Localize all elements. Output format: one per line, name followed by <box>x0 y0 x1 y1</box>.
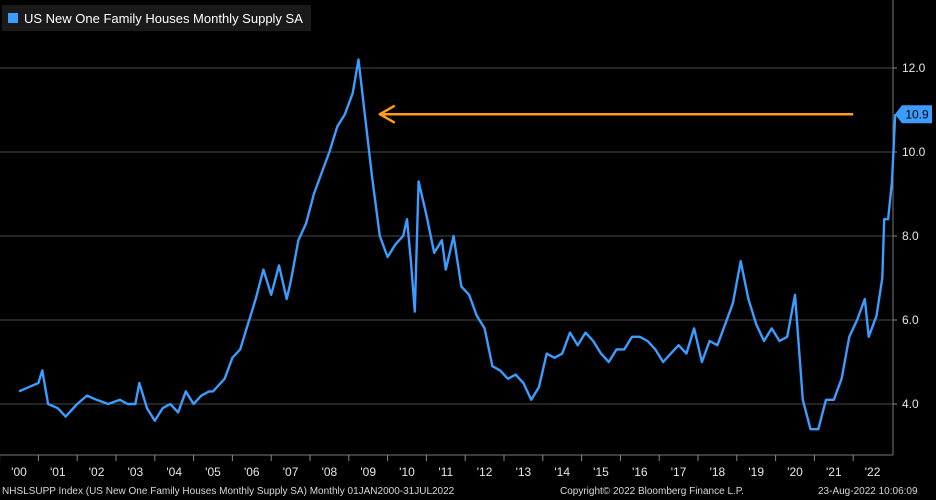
legend-label: US New One Family Houses Monthly Supply … <box>24 10 303 26</box>
x-axis: '00 '01 '02 '03 '04 '05 '06 '07 '08 '09 '10 '11 '12 '… <box>0 454 893 479</box>
gridlines <box>0 0 897 455</box>
y-tick-label: 8.0 <box>902 229 919 243</box>
x-tick-label: '14 <box>554 465 570 479</box>
x-tick-label: '20 <box>787 465 803 479</box>
x-tick-label: '07 <box>283 465 299 479</box>
x-tick-label: '21 <box>826 465 842 479</box>
x-tick-label: '05 <box>205 465 221 479</box>
x-tick-label: '01 <box>50 465 66 479</box>
x-tick-label: '09 <box>360 465 376 479</box>
x-tick-label: '00 <box>11 465 27 479</box>
annotations: 10.9 <box>378 104 932 124</box>
y-tick-label: 4.0 <box>902 397 919 411</box>
line-chart: 4.06.08.010.012.0 '00'01'02'03'04'05'06 '… <box>0 0 936 486</box>
last-value-box <box>895 105 932 124</box>
x-tick-label: '13 <box>516 465 532 479</box>
chart-background <box>0 0 936 486</box>
x-tick-label: '10 <box>399 465 415 479</box>
x-tick-label: '12 <box>477 465 493 479</box>
last-value-label: 10.9 <box>905 108 929 122</box>
x-tick-label: '08 <box>322 465 338 479</box>
series-line <box>18 58 897 431</box>
x-tick-label: '11 <box>438 465 453 479</box>
footer-timestamp: 23-Aug-2022 10:06:09 <box>818 486 918 497</box>
legend-swatch <box>8 13 18 23</box>
x-tick-label: '03 <box>128 465 144 479</box>
x-tick-label: '18 <box>710 465 726 479</box>
x-tick-label: '02 <box>89 465 105 479</box>
x-tick-label: '16 <box>632 465 648 479</box>
arrow-head <box>378 104 396 124</box>
x-tick-label: '06 <box>244 465 260 479</box>
footer: NHSLSUPP Index (US New One Family Houses… <box>0 486 936 500</box>
y-tick-label: 10.0 <box>902 145 926 159</box>
y-tick-label: 12.0 <box>902 61 926 75</box>
x-tick-label: '04 <box>166 465 182 479</box>
x-tick-label: '17 <box>671 465 687 479</box>
footer-copyright: Copyright© 2022 Bloomberg Finance L.P. <box>560 486 744 497</box>
footer-ticker: NHSLSUPP Index (US New One Family Houses… <box>2 486 455 497</box>
y-tick-label: 6.0 <box>902 313 919 327</box>
x-tick-label: '15 <box>593 465 609 479</box>
x-tick-label: '19 <box>748 465 764 479</box>
x-tick-label: '22 <box>865 465 881 479</box>
legend: US New One Family Houses Monthly Supply … <box>2 5 311 31</box>
series-group <box>18 58 897 431</box>
y-axis-labels: 4.0 6.0 8.0 10.0 12.0 <box>902 61 926 411</box>
